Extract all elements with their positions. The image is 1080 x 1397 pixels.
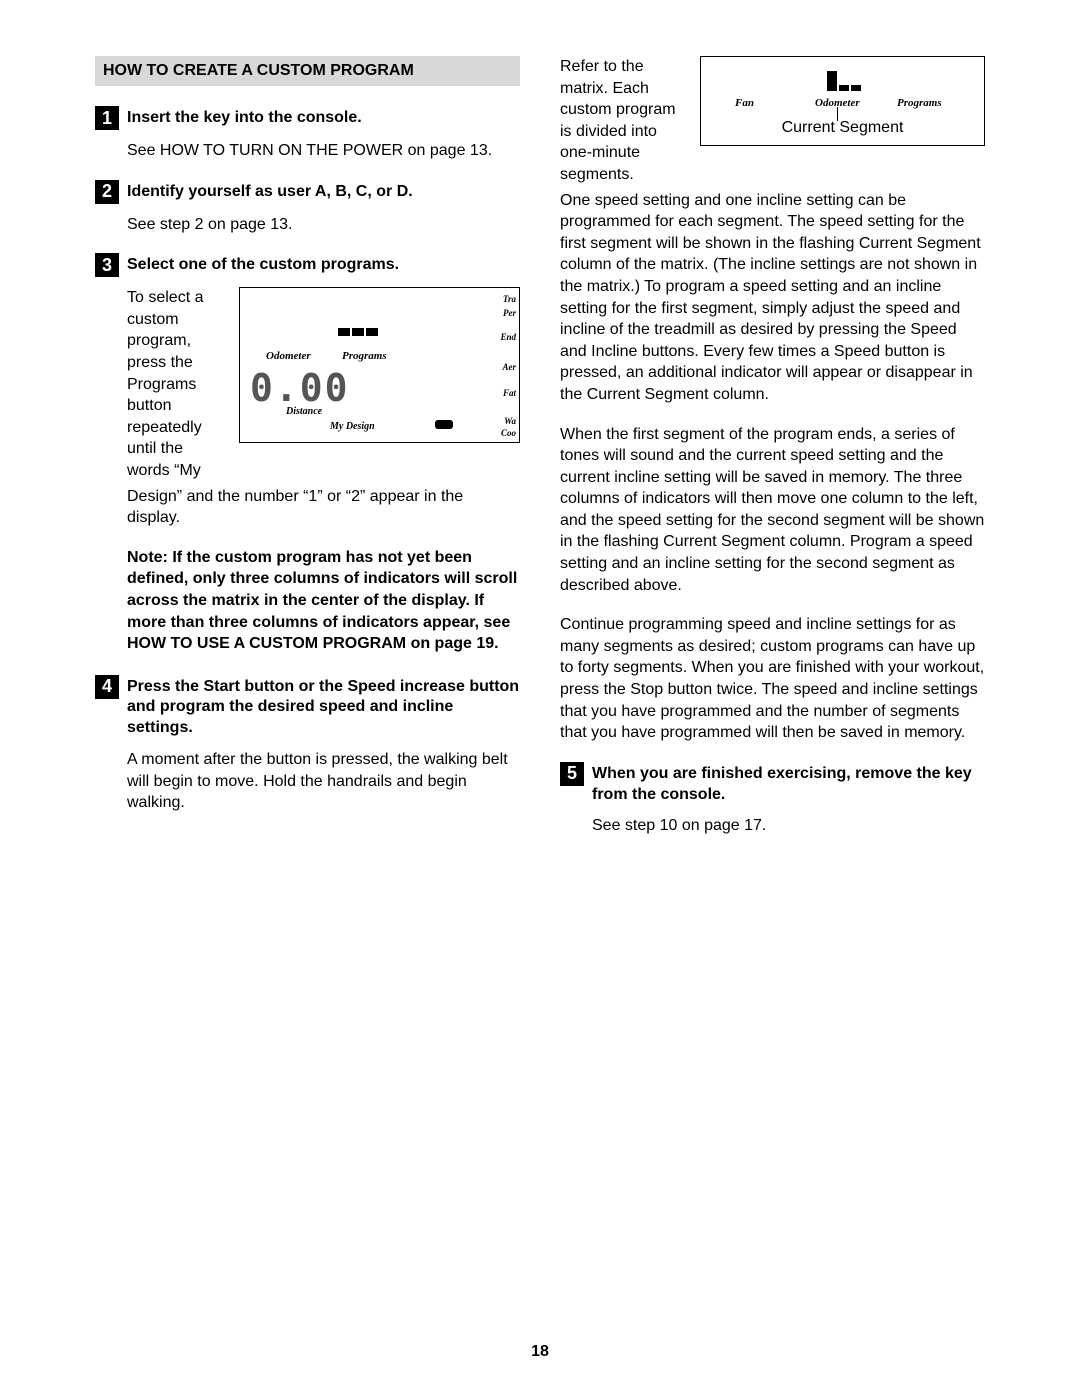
step-number: 5 bbox=[560, 762, 584, 786]
step-number: 1 bbox=[95, 106, 119, 130]
left-column: HOW TO CREATE A CUSTOM PROGRAM 1 Insert … bbox=[95, 56, 520, 855]
step-3: 3 Select one of the custom programs. bbox=[95, 253, 520, 277]
step-number: 2 bbox=[95, 180, 119, 204]
section-header: HOW TO CREATE A CUSTOM PROGRAM bbox=[95, 56, 520, 86]
step-title: Press the Start button or the Speed incr… bbox=[127, 675, 520, 739]
matrix-figure: Fan Odometer Programs Current Segment bbox=[700, 56, 985, 146]
rlabel: Per bbox=[503, 308, 516, 318]
step-2: 2 Identify yourself as user A, B, C, or … bbox=[95, 180, 520, 204]
rlabel: Coo bbox=[501, 428, 516, 438]
matrix-wrap: Refer to the matrix. Each custom program… bbox=[560, 56, 985, 186]
page: HOW TO CREATE A CUSTOM PROGRAM 1 Insert … bbox=[0, 0, 1080, 855]
step-body: A moment after the button is pressed, th… bbox=[127, 749, 520, 814]
step-3-continuation: Design” and the number “1” or “2” appear… bbox=[127, 486, 520, 529]
step-title: Select one of the custom programs. bbox=[127, 253, 399, 276]
label-distance: Distance bbox=[286, 406, 322, 417]
label-programs: Programs bbox=[342, 350, 387, 362]
step-number: 4 bbox=[95, 675, 119, 699]
step-3-text: To select a custom program, press the Pr… bbox=[127, 287, 227, 481]
display-figure: Odometer Programs 0.00 Distance My Desig… bbox=[239, 287, 520, 443]
rlabel: End bbox=[500, 332, 516, 342]
step-body: See HOW TO TURN ON THE POWER on page 13. bbox=[127, 140, 520, 162]
step-title: When you are finished exercising, remove… bbox=[592, 762, 985, 806]
page-number: 18 bbox=[0, 1343, 1080, 1361]
step-title: Insert the key into the console. bbox=[127, 106, 362, 129]
step-4: 4 Press the Start button or the Speed in… bbox=[95, 675, 520, 739]
rlabel: Wa bbox=[504, 416, 516, 426]
step-body: See step 2 on page 13. bbox=[127, 214, 520, 236]
rlabel: Tra bbox=[503, 294, 516, 304]
step-number: 3 bbox=[95, 253, 119, 277]
paragraph: When the first segment of the program en… bbox=[560, 424, 985, 597]
step-title: Identify yourself as user A, B, C, or D. bbox=[127, 180, 413, 203]
paragraph: One speed setting and one incline settin… bbox=[560, 190, 985, 406]
right-column: Refer to the matrix. Each custom program… bbox=[560, 56, 985, 855]
step-body: See step 10 on page 17. bbox=[592, 815, 985, 837]
step-5: 5 When you are finished exercising, remo… bbox=[560, 762, 985, 806]
matrix-caption: Current Segment bbox=[701, 119, 984, 137]
rlabel: Aer bbox=[503, 362, 517, 372]
display-digits: 0.00 bbox=[250, 366, 350, 410]
label-programs: Programs bbox=[897, 97, 942, 109]
note-text: Note: If the custom program has not yet … bbox=[127, 547, 520, 655]
indicator-icon bbox=[435, 420, 453, 429]
label-fan: Fan bbox=[735, 97, 754, 109]
label-my-design: My Design bbox=[330, 421, 375, 432]
matrix-bars bbox=[338, 328, 378, 336]
step-3-wrap: To select a custom program, press the Pr… bbox=[127, 287, 520, 481]
rlabel: Fat bbox=[503, 388, 516, 398]
matrix-bars bbox=[827, 71, 861, 91]
label-odometer: Odometer bbox=[266, 350, 311, 362]
step-1: 1 Insert the key into the console. bbox=[95, 106, 520, 130]
paragraph: Continue programming speed and incline s… bbox=[560, 614, 985, 744]
matrix-intro: Refer to the matrix. Each custom program… bbox=[560, 56, 682, 186]
